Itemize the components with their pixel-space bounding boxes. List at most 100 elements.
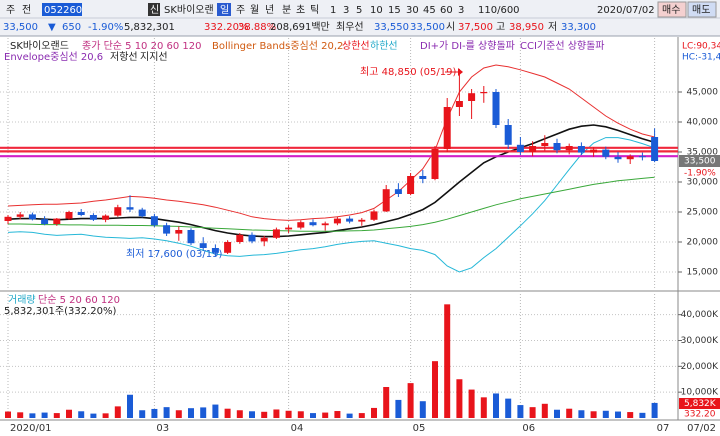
toolbar-item[interactable]: 30 bbox=[406, 5, 419, 16]
candle-body bbox=[163, 225, 171, 234]
volume-bar bbox=[554, 409, 560, 418]
quote-field: 33,500 bbox=[3, 22, 38, 33]
volume-bar bbox=[310, 413, 316, 418]
low-annotation: 최저 17,600 (03/19) bbox=[126, 248, 222, 260]
candle-body bbox=[358, 219, 366, 222]
candle-body bbox=[297, 222, 305, 228]
toolbar-item[interactable]: 3 bbox=[343, 5, 349, 16]
volume-bar bbox=[78, 411, 85, 418]
high-arrow-head bbox=[458, 68, 463, 76]
legend-entry: 하한선 bbox=[370, 39, 398, 52]
y-tick-label: 45,000 bbox=[687, 88, 719, 98]
toolbar-item[interactable]: 10 bbox=[370, 5, 383, 16]
order-button[interactable] bbox=[657, 1, 687, 18]
volume-bar bbox=[468, 389, 475, 418]
x-tick-label: 06 bbox=[522, 423, 535, 434]
quote-field: 38,950 bbox=[509, 22, 544, 33]
volume-bar bbox=[407, 383, 414, 418]
toolbar-item[interactable]: 분 bbox=[282, 4, 291, 16]
volume-bar bbox=[273, 409, 280, 418]
candle-body bbox=[419, 176, 427, 179]
quote-field: 최우선 bbox=[336, 21, 364, 33]
toolbar-item[interactable]: 년 bbox=[265, 4, 274, 16]
volume-bar bbox=[163, 407, 170, 418]
legend-entry: CCI기준선 상향돌파 bbox=[520, 40, 605, 52]
volume-bar bbox=[139, 410, 146, 418]
volume-bar bbox=[224, 408, 231, 418]
toolbar-item[interactable]: 틱 bbox=[310, 4, 319, 16]
quote-field: 33,550 bbox=[374, 22, 409, 33]
toolbar-item[interactable]: 일 bbox=[220, 4, 229, 16]
toolbar-item[interactable]: 매수 bbox=[662, 4, 680, 16]
candle-body bbox=[394, 189, 402, 194]
candle-body bbox=[114, 207, 122, 216]
quote-field: 고 bbox=[496, 22, 505, 33]
toolbar-item[interactable]: 초 bbox=[296, 4, 305, 16]
toolbar-item[interactable]: SK바이오랜 bbox=[164, 4, 214, 16]
quote-field: 37,500 bbox=[458, 22, 493, 33]
toolbar-item[interactable]: 110/600 bbox=[478, 5, 520, 16]
plot-background bbox=[0, 37, 678, 420]
volume-bar bbox=[29, 413, 36, 418]
candle-body bbox=[541, 143, 549, 146]
volume-bar bbox=[114, 406, 121, 418]
candle-body bbox=[211, 248, 219, 253]
legend-entry: 저항선 bbox=[110, 51, 138, 63]
toolbar-item[interactable]: 전 bbox=[22, 4, 31, 16]
toolbar-item[interactable]: 3 bbox=[458, 5, 464, 16]
quote-field: 650 bbox=[62, 22, 81, 33]
toolbar-item[interactable]: 매도 bbox=[692, 4, 710, 16]
volume-bar bbox=[90, 413, 97, 418]
volume-bar bbox=[334, 411, 341, 418]
toolbar-item[interactable]: 월 bbox=[250, 4, 259, 16]
last-price: 33,500 bbox=[684, 157, 716, 167]
toolbar-item[interactable]: 주 bbox=[236, 5, 245, 16]
legend-entry: SK바이오랜드 bbox=[10, 40, 69, 52]
candle-body bbox=[53, 218, 61, 224]
y-tick-label: 40,000K bbox=[681, 310, 719, 320]
legend-entry: Bollinger Bands중심선 20,2 bbox=[212, 40, 343, 52]
y-tick-label: 30,000K bbox=[681, 336, 719, 346]
volume-bar bbox=[371, 407, 377, 418]
x-tick-label: 04 bbox=[291, 423, 304, 434]
quote-field: 33,500 bbox=[410, 22, 445, 33]
candle-body bbox=[285, 227, 293, 230]
toolbar-item[interactable]: 15 bbox=[388, 5, 401, 16]
toolbar-item[interactable]: 신 bbox=[150, 4, 159, 16]
volume-bar bbox=[651, 402, 658, 418]
high-annotation: 최고 48,850 (05/19) bbox=[360, 66, 456, 78]
indicator-line bbox=[8, 176, 655, 232]
volume-bar bbox=[505, 398, 512, 418]
volume-bar bbox=[358, 413, 365, 418]
volume-bar bbox=[322, 412, 329, 418]
toolbar-item[interactable]: 5 bbox=[356, 5, 362, 16]
volume-bar bbox=[456, 379, 463, 418]
x-tick-label: 03 bbox=[156, 423, 169, 434]
quote-field: 5,832,301 bbox=[124, 22, 175, 33]
volume-legend: 거래량 bbox=[8, 294, 36, 306]
candle-body bbox=[187, 230, 195, 244]
candle-body bbox=[455, 101, 463, 107]
quote-field: -1.90% bbox=[88, 22, 123, 33]
volume-bar bbox=[41, 412, 48, 418]
volume-bar bbox=[236, 410, 243, 418]
y-tick-label: 10,000K bbox=[681, 388, 719, 398]
candle-body bbox=[346, 218, 354, 222]
toolbar-item[interactable]: 45 bbox=[423, 5, 436, 16]
toolbar-item[interactable]: 052260 bbox=[44, 5, 82, 16]
volume-bar bbox=[17, 412, 24, 418]
x-tick-label: 2020/01 bbox=[10, 423, 52, 434]
toolbar-item[interactable]: 2020/07/02 bbox=[597, 5, 655, 16]
candle-body bbox=[590, 149, 598, 153]
volume-bar bbox=[346, 413, 353, 418]
candle-body bbox=[407, 176, 415, 194]
quote-field: 38.88% bbox=[238, 22, 276, 33]
toolbar-item[interactable]: 60 bbox=[440, 5, 453, 16]
indicator-line bbox=[7, 137, 655, 273]
toolbar-item[interactable]: 1 bbox=[330, 5, 336, 16]
volume-bar bbox=[566, 408, 573, 418]
toolbar-item[interactable]: 주 bbox=[6, 5, 15, 16]
volume-bar bbox=[188, 408, 194, 418]
order-button[interactable] bbox=[687, 1, 717, 18]
candle-body bbox=[199, 243, 207, 248]
